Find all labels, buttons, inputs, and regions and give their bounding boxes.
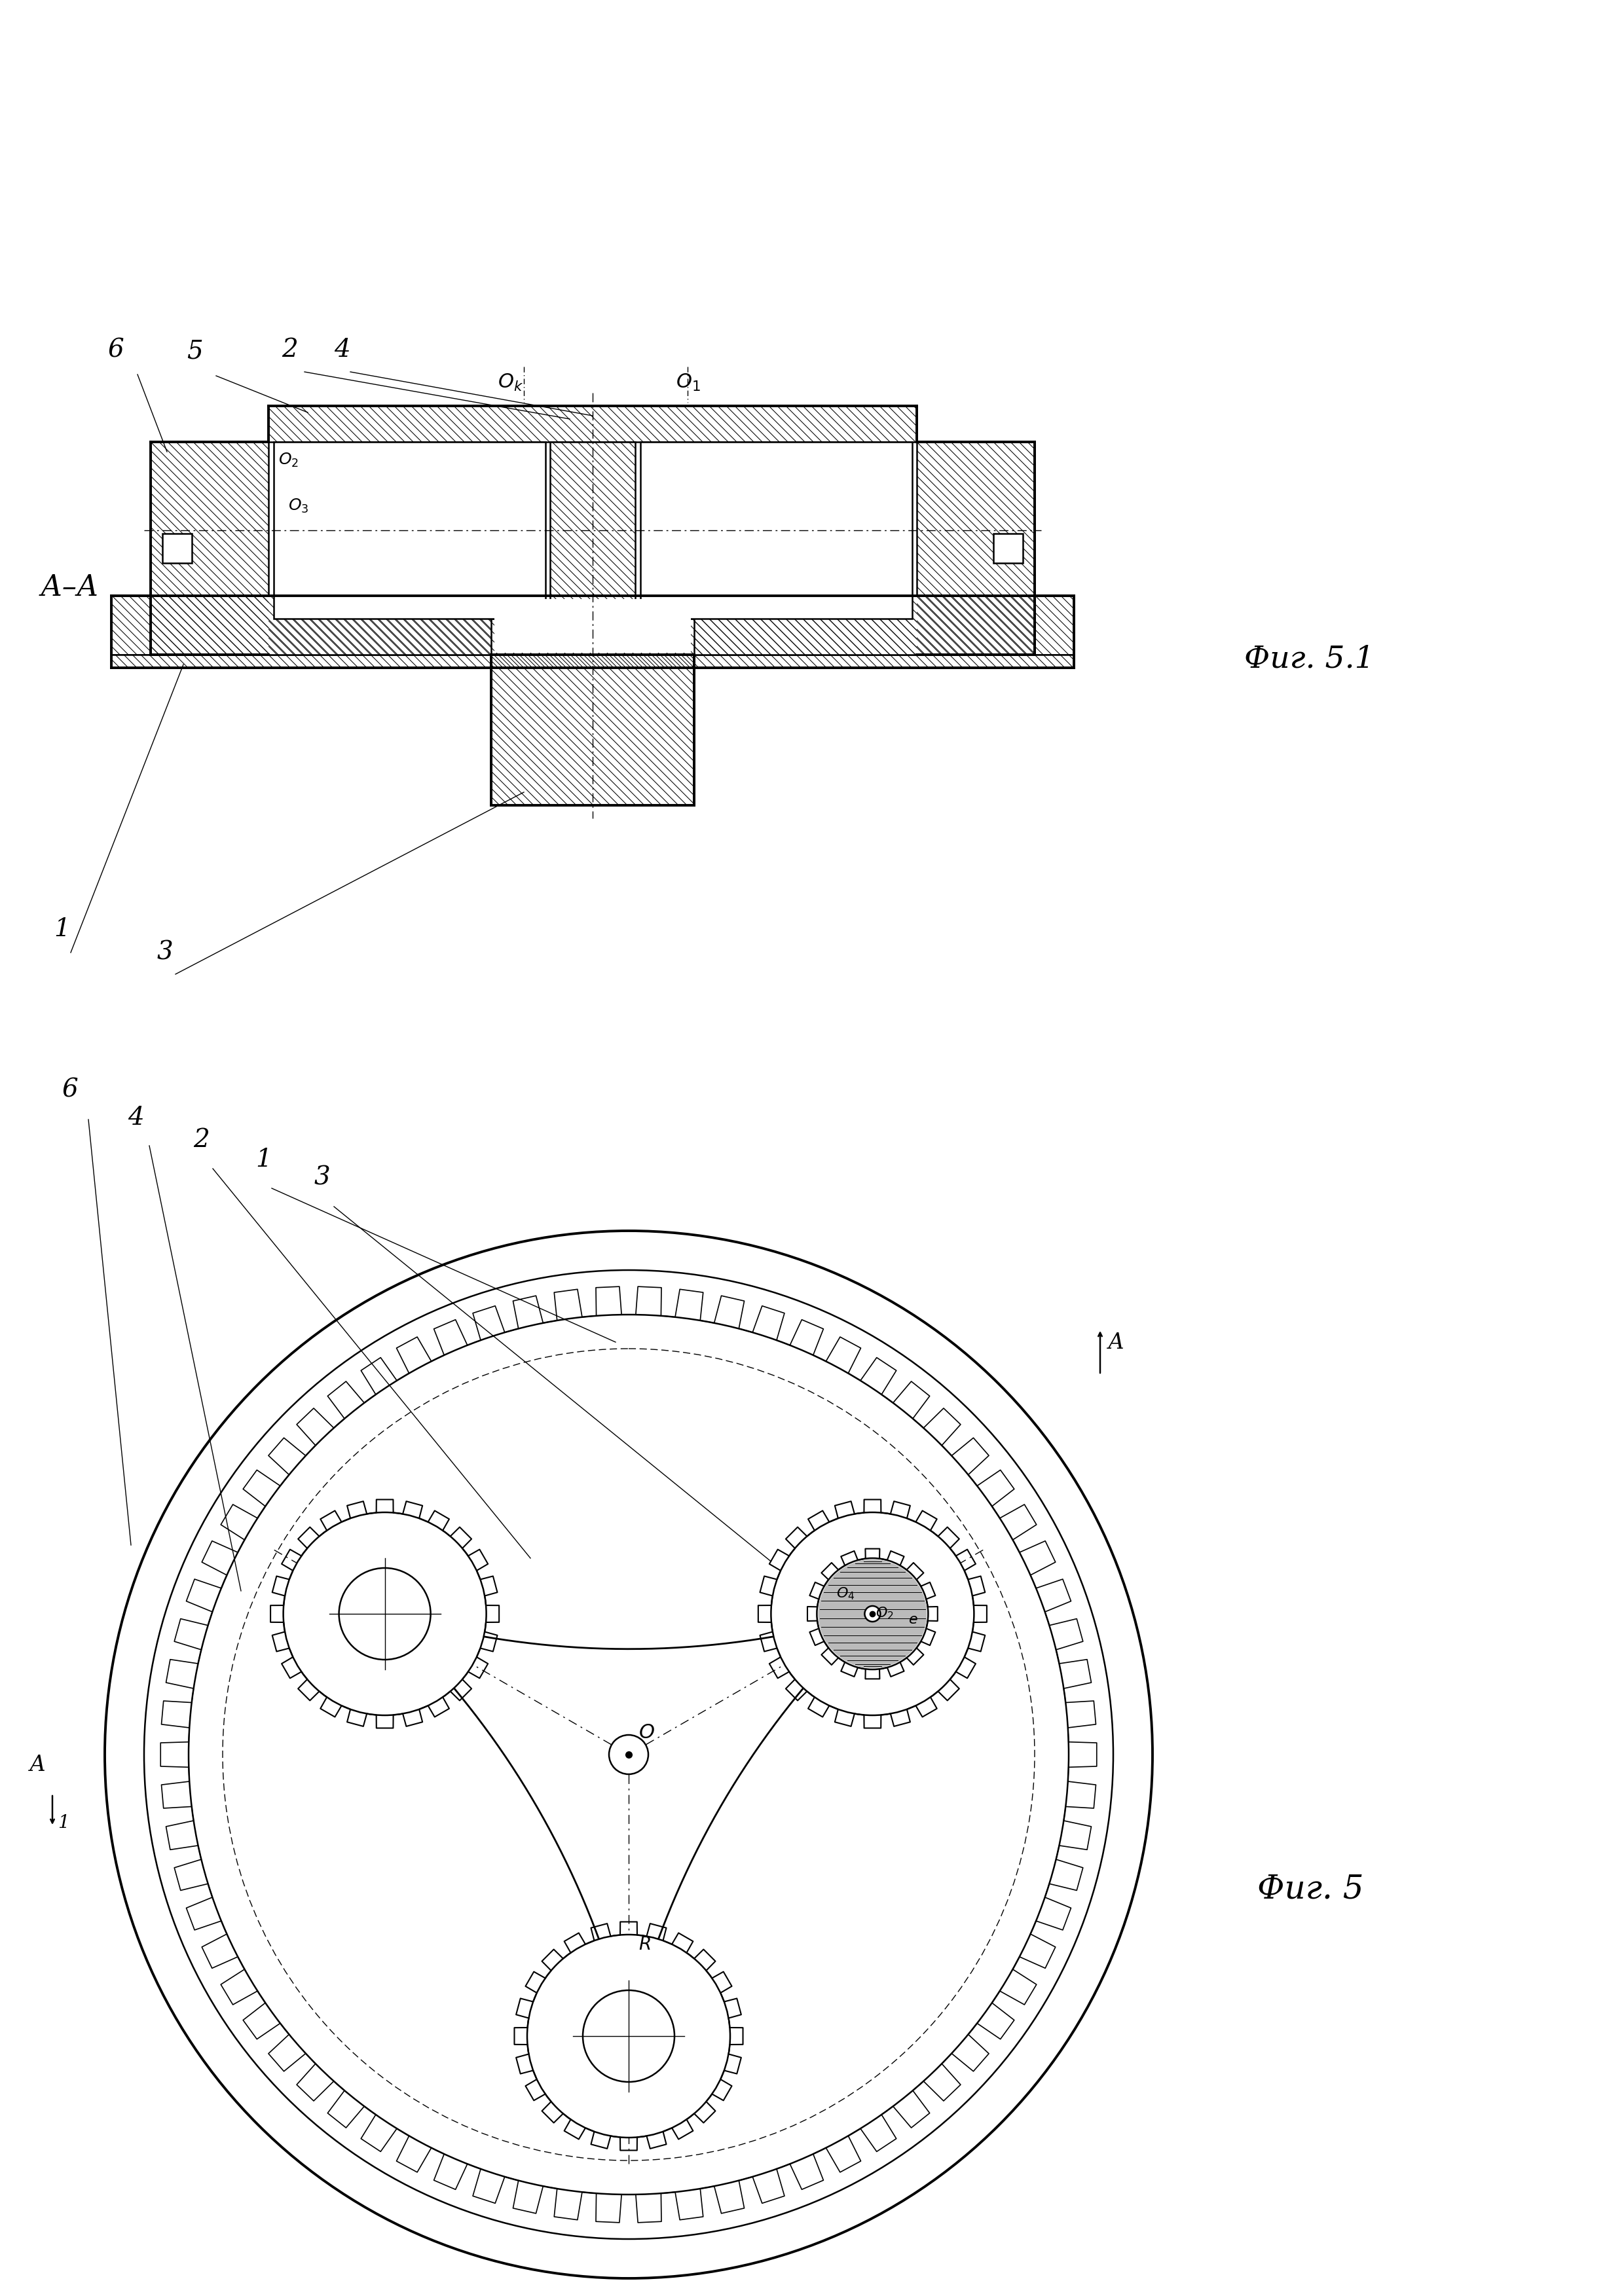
Text: 1: 1 bbox=[57, 1814, 70, 1832]
Polygon shape bbox=[151, 441, 268, 654]
Bar bbox=[640, 441, 913, 618]
Text: $O_2$: $O_2$ bbox=[875, 1605, 893, 1621]
Text: $e$: $e$ bbox=[908, 1612, 918, 1628]
Polygon shape bbox=[268, 618, 918, 654]
Text: А: А bbox=[1108, 1332, 1124, 1352]
Polygon shape bbox=[112, 654, 1073, 668]
Bar bbox=[274, 441, 546, 618]
Text: 4: 4 bbox=[335, 338, 351, 363]
Circle shape bbox=[864, 1605, 880, 1621]
Text: А–А: А–А bbox=[41, 574, 99, 602]
Circle shape bbox=[609, 1736, 648, 1775]
Circle shape bbox=[583, 1991, 674, 2082]
Text: 2: 2 bbox=[281, 338, 297, 363]
Polygon shape bbox=[151, 595, 490, 654]
Polygon shape bbox=[268, 406, 918, 441]
Bar bbox=[994, 533, 1023, 563]
Text: $O_k$: $O_k$ bbox=[497, 372, 523, 393]
Polygon shape bbox=[112, 595, 151, 654]
Text: $O_3$: $O_3$ bbox=[287, 498, 309, 514]
Circle shape bbox=[106, 1231, 1153, 2278]
Bar bbox=[494, 599, 690, 652]
Text: 5: 5 bbox=[187, 340, 203, 365]
Circle shape bbox=[145, 1270, 1112, 2239]
Text: 3: 3 bbox=[158, 939, 174, 964]
Circle shape bbox=[528, 1936, 731, 2138]
Text: 1: 1 bbox=[54, 916, 70, 941]
Text: Фиг. 5.1: Фиг. 5.1 bbox=[1244, 645, 1374, 675]
Text: 1: 1 bbox=[255, 1148, 271, 1171]
Text: $O_2$: $O_2$ bbox=[278, 452, 299, 468]
Bar bbox=[162, 533, 192, 563]
Polygon shape bbox=[551, 441, 635, 618]
Polygon shape bbox=[918, 441, 1034, 654]
Circle shape bbox=[818, 1559, 927, 1669]
Text: 4: 4 bbox=[128, 1107, 145, 1130]
Polygon shape bbox=[490, 654, 693, 806]
Polygon shape bbox=[1034, 595, 1073, 654]
Text: А: А bbox=[29, 1754, 45, 1775]
Circle shape bbox=[283, 1513, 486, 1715]
Text: $R$: $R$ bbox=[638, 1936, 651, 1954]
Text: Фиг. 5: Фиг. 5 bbox=[1257, 1874, 1364, 1906]
Circle shape bbox=[339, 1568, 430, 1660]
Circle shape bbox=[771, 1513, 974, 1715]
Text: 2: 2 bbox=[193, 1127, 209, 1153]
Text: $O_1$: $O_1$ bbox=[676, 372, 700, 393]
Text: $O$: $O$ bbox=[638, 1722, 654, 1743]
Text: $O_4$: $O_4$ bbox=[836, 1587, 856, 1600]
Circle shape bbox=[817, 1559, 929, 1669]
Circle shape bbox=[827, 1568, 918, 1660]
Text: 3: 3 bbox=[315, 1166, 331, 1189]
Text: 6: 6 bbox=[109, 338, 125, 363]
Text: 6: 6 bbox=[62, 1077, 78, 1102]
Polygon shape bbox=[693, 595, 1034, 654]
